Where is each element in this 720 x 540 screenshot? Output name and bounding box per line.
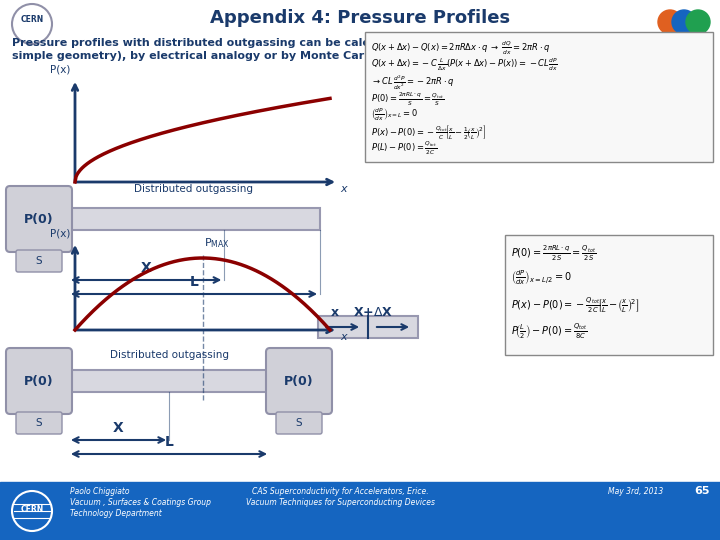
Text: simple geometry), by electrical analogy or by Monte Carlo simulation.: simple geometry), by electrical analogy … <box>12 51 449 61</box>
Text: x: x <box>340 332 346 342</box>
FancyBboxPatch shape <box>266 348 332 414</box>
Text: CERN: CERN <box>20 504 44 514</box>
Bar <box>68 370 270 392</box>
Circle shape <box>686 10 710 34</box>
Text: $P(0)=\frac{2\pi RL\cdot q}{S}=\frac{Q_{tot}}{S}$: $P(0)=\frac{2\pi RL\cdot q}{S}=\frac{Q_{… <box>371 90 444 108</box>
Text: CAS Superconductivity for Accelerators, Erice.: CAS Superconductivity for Accelerators, … <box>252 487 428 496</box>
Text: CERN: CERN <box>20 15 44 24</box>
Text: S: S <box>296 418 302 428</box>
Bar <box>0 482 720 540</box>
FancyBboxPatch shape <box>16 412 62 434</box>
FancyBboxPatch shape <box>276 412 322 434</box>
Text: P(x): P(x) <box>50 65 70 75</box>
Text: X+$\Delta$X: X+$\Delta$X <box>353 306 393 319</box>
Text: Paolo Chiggiato: Paolo Chiggiato <box>70 487 130 496</box>
Text: L: L <box>189 275 199 289</box>
Circle shape <box>658 10 682 34</box>
FancyBboxPatch shape <box>6 348 72 414</box>
FancyBboxPatch shape <box>16 250 62 272</box>
Text: $\left(\frac{dP}{dx}\right)_{x=L/2}=0$: $\left(\frac{dP}{dx}\right)_{x=L/2}=0$ <box>511 269 572 287</box>
Text: L: L <box>165 435 174 449</box>
Text: S: S <box>36 418 42 428</box>
Bar <box>505 235 713 355</box>
Text: $P(0)=\frac{2\pi RL\cdot q}{2S}=\frac{Q_{tot}}{2S}$: $P(0)=\frac{2\pi RL\cdot q}{2S}=\frac{Q_… <box>511 243 596 262</box>
Text: $Q(x+\Delta x)-Q(x)=2\pi R\Delta x\cdot q\;\rightarrow\;\frac{dQ}{dx}=2\pi R\cdo: $Q(x+\Delta x)-Q(x)=2\pi R\Delta x\cdot … <box>371 40 550 57</box>
Text: Vacuum , Surfaces & Coatings Group: Vacuum , Surfaces & Coatings Group <box>70 498 211 507</box>
Text: X: X <box>140 261 151 275</box>
Text: $\rightarrow CL\,\frac{d^2P}{dx^2}=-2\pi R\cdot q$: $\rightarrow CL\,\frac{d^2P}{dx^2}=-2\pi… <box>371 73 454 92</box>
Text: Appendix 4: Pressure Profiles: Appendix 4: Pressure Profiles <box>210 9 510 27</box>
Text: S: S <box>36 256 42 266</box>
Text: P(x): P(x) <box>50 228 70 238</box>
Text: $P(x)-P(0)=-\frac{Q_{tot}}{C}\!\left[\frac{x}{L}-\frac{1}{2}\!\left(\frac{x}{L}\: $P(x)-P(0)=-\frac{Q_{tot}}{C}\!\left[\fr… <box>371 123 486 141</box>
FancyBboxPatch shape <box>6 186 72 252</box>
Text: $P(x)-P(0)=-\frac{Q_{tot}}{2C}\!\left[\frac{x}{L}-\!\left(\frac{x}{L}\right)^{\!: $P(x)-P(0)=-\frac{Q_{tot}}{2C}\!\left[\f… <box>511 295 639 315</box>
Bar <box>365 32 713 162</box>
Text: P(0): P(0) <box>24 375 54 388</box>
Text: Distributed outgassing: Distributed outgassing <box>109 350 228 360</box>
Text: $P(L)-P(0)=\frac{Q_{tot}}{2C}$: $P(L)-P(0)=\frac{Q_{tot}}{2C}$ <box>371 140 437 158</box>
Text: X: X <box>113 421 124 435</box>
Text: Distributed outgassing: Distributed outgassing <box>135 184 253 194</box>
Bar <box>68 208 320 230</box>
Text: P$_{\mathregular{MAX}}$: P$_{\mathregular{MAX}}$ <box>204 236 230 250</box>
Text: Pressure profiles with distributed outgassing can be calculated analytically (fo: Pressure profiles with distributed outga… <box>12 38 511 48</box>
Text: Technology Department: Technology Department <box>70 509 162 518</box>
Text: 65: 65 <box>695 486 710 496</box>
Text: May 3rd, 2013: May 3rd, 2013 <box>608 487 663 496</box>
Text: $P\!\left(\frac{L}{2}\right)-P(0)=\frac{Q_{tot}}{8C}$: $P\!\left(\frac{L}{2}\right)-P(0)=\frac{… <box>511 321 588 341</box>
Text: $Q(x+\Delta x)=-C\,\frac{L}{\Delta x}(P(x+\Delta x)-P(x))=-CL\frac{dP}{dx}$: $Q(x+\Delta x)=-C\,\frac{L}{\Delta x}(P(… <box>371 57 557 73</box>
Bar <box>318 316 418 338</box>
Text: P(0): P(0) <box>24 213 54 226</box>
Text: $\left(\frac{dP}{dx}\right)_{x=L}=0$: $\left(\frac{dP}{dx}\right)_{x=L}=0$ <box>371 107 418 123</box>
Circle shape <box>672 10 696 34</box>
Text: P(0): P(0) <box>284 375 314 388</box>
Text: Vacuum Techniques for Superconducting Devices: Vacuum Techniques for Superconducting De… <box>246 498 434 507</box>
Text: x: x <box>331 306 339 319</box>
Text: x: x <box>340 184 346 194</box>
